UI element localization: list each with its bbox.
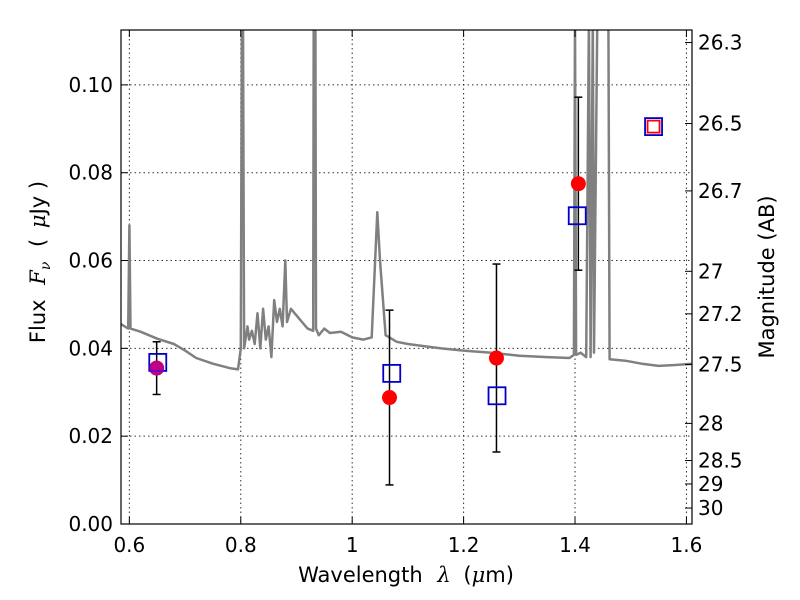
model-point (382, 363, 402, 383)
y2-axis-title: Magnitude (AB) (755, 195, 779, 358)
y2-tick-label: 26.3 (698, 31, 743, 55)
y2-tick-label: 27 (698, 259, 723, 283)
y-axis-title: Flux Fν ( μJy ) (26, 181, 55, 343)
y-axis-title-unit-mu: μ (26, 214, 50, 228)
y-axis-title-subscript: ν (38, 261, 54, 270)
y2-tick-label: 28 (698, 411, 723, 435)
y-tick-label: 0.10 (68, 73, 113, 97)
upper-limit-marker (646, 119, 661, 134)
y-axis-title-unit-rest: Jy ) (26, 181, 50, 217)
y-axis-title-text: Flux (26, 299, 50, 343)
y-tick-label: 0.08 (68, 161, 113, 185)
model-point (567, 206, 587, 226)
y2-tick-label: 30 (698, 496, 723, 520)
y2-tick-label: 28.5 (698, 449, 743, 473)
observed-point (382, 390, 398, 406)
spectrum-line (121, 30, 692, 371)
y-axis-title-symbol: F (26, 269, 50, 286)
x-axis-title: Wavelength λ (μm) (298, 563, 514, 587)
x-tick-label: 1.2 (448, 533, 480, 557)
y2-tick-label: 27.5 (698, 353, 743, 377)
x-axis-title-unit-mu: μ (472, 563, 486, 587)
x-tick-label: 1.4 (559, 533, 591, 557)
y-axis-title-unit-open: ( (26, 239, 50, 247)
x-axis-title-symbol: λ (436, 563, 450, 587)
template-spectrum (121, 30, 692, 371)
y2-tick-label: 26.5 (698, 112, 743, 136)
x-tick-label: 0.6 (113, 533, 145, 557)
y-tick-label: 0.00 (68, 512, 113, 536)
x-tick-label: 1.6 (671, 533, 703, 557)
y2-tick-label: 27.2 (698, 302, 743, 326)
y-tick-label: 0.04 (68, 336, 113, 360)
x-axis-title-text: Wavelength (298, 563, 423, 587)
observed-point (488, 350, 504, 366)
x-axis-title-unit-rest: m) (485, 563, 514, 587)
y-tick-label: 0.02 (68, 424, 113, 448)
y2-tick-label: 26.7 (698, 179, 743, 203)
plot-background (121, 30, 692, 524)
markers (148, 117, 663, 406)
y2-tick-label: 29 (698, 472, 723, 496)
plot-frame (120, 29, 693, 525)
model-point (644, 117, 663, 137)
ticks: 0.6 0.8 1 1.2 1.4 1.6 0.00 0.02 0.04 0.06 0.08 0.10… (68, 30, 743, 557)
x-axis-title-unit-open: ( (463, 563, 471, 587)
model-point (487, 386, 507, 406)
y-tick-label: 0.06 (68, 249, 113, 273)
overlap-point (149, 360, 165, 376)
x-tick-label: 1 (346, 533, 359, 557)
x-tick-label: 0.8 (225, 533, 257, 557)
observed-point (570, 176, 586, 192)
